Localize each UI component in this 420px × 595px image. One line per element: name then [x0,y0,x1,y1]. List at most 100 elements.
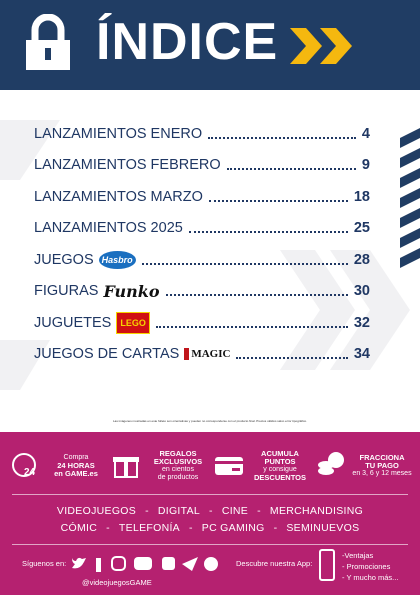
feature-line: en 3, 6 y 12 meses [352,470,412,477]
leader [165,294,348,297]
category-row: CÓMIC - TELEFONÍA - PC GAMING - SEMINUEVOS [0,522,420,534]
page-number: 25 [353,220,370,237]
feature-line: Compra [63,454,89,461]
feature-text: ACUMULA PUNTOS y consigue DESCUENTOS [244,450,316,482]
leader [188,231,348,234]
category: VIDEOJUEGOS [56,505,137,517]
index-row: LANZAMIENTOS FEBRERO 9 [34,150,370,182]
feature-text: FRACCIONA TU PAGO en 3, 6 y 12 meses [346,454,418,478]
leader [208,136,356,139]
title: ÍNDICE [96,13,279,71]
footer: 24 Compra 24 HORAS en GAME.es REGALOS EXCLUSI… [0,432,420,595]
brand-logo: MAGIC [184,348,230,361]
category: MERCHANDISING [269,505,364,517]
entry-label: LANZAMIENTOS FEBRERO [34,157,221,174]
index-row: LANZAMIENTOS MARZO 18 [34,181,370,213]
page-number: 18 [353,188,370,205]
page-number: 34 [353,346,370,363]
separator: - [209,505,213,517]
entry-label: JUEGOS [34,251,94,268]
feature-icon: 24 [10,451,40,481]
feature-text: REGALOS EXCLUSIVOS en cientos de productos [142,450,214,482]
category: CÓMIC [60,522,98,534]
chevrons [290,28,352,64]
leader [155,325,348,328]
icon [113,457,139,478]
leader [208,199,348,202]
disclaimer: Las imágenes mostradas en este folleto s… [113,419,307,423]
leader [141,262,348,265]
app-label: Descubre nuestra App: [236,559,313,568]
category: PC GAMING [201,522,265,534]
icon [318,452,344,475]
background-decoration [0,120,420,390]
divider [12,544,408,545]
index-list: LANZAMIENTOS ENERO 4 LANZAMIENTOS FEBRERO 9… [34,118,370,370]
brand-logo: Funko [103,281,160,301]
feature-line: EXCLUSIVOS [153,457,203,466]
feature-line: TU PAGO [365,461,399,470]
index-row: FIGURAS Funko 30 [34,276,370,308]
feature-icon [214,451,244,481]
app-item: - Y mucho más... [342,573,399,582]
feature-text: Compra 24 HORAS en GAME.es [40,454,112,478]
lock-icon [26,14,70,70]
category: TELEFONÍA [118,522,180,534]
feature-line: ACUMULA [261,449,299,458]
feature: FRACCIONA TU PAGO en 3, 6 y 12 meses [316,444,418,488]
feature-line: 24 HORAS [57,461,95,470]
entry-label: JUGUETES [34,314,112,331]
separator: - [188,522,193,534]
separator: - [106,522,110,534]
page-number: 30 [353,283,370,300]
index-row: JUEGOS DE CARTAS MAGIC 34 [34,339,370,371]
entry-label: LANZAMIENTOS 2025 [34,220,183,237]
leader [226,168,356,171]
separator: - [145,505,149,517]
divider [12,494,408,495]
entry-label: JUEGOS DE CARTAS [34,346,180,363]
separator: - [273,522,278,534]
social-handle: @videojuegosGAME [82,578,152,587]
feature-icon [316,451,346,481]
entry-label: FIGURAS [34,283,99,300]
index-row: LANZAMIENTOS ENERO 4 [34,118,370,150]
feature-icon [112,451,142,481]
app-item: -Ventajas [342,551,374,560]
phone-icon [319,549,335,581]
index-row: JUGUETES LEGO 32 [34,307,370,339]
feature-line: en GAME.es [54,469,98,478]
category: DIGITAL [157,505,201,517]
icon-text: 24 [24,467,36,478]
brand-logo: LEGO [116,311,150,334]
leader [236,357,348,360]
category: CINE [221,505,249,517]
feature-line: REGALOS [159,449,197,458]
feature-line: de productos [157,474,199,481]
feature: 24 Compra 24 HORAS en GAME.es [10,444,112,488]
feature-line: y consigue [263,466,297,473]
app-items: -Ventajas - Promociones - Y mucho más... [342,550,398,583]
index-row: JUEGOS Hasbro 28 [34,244,370,276]
app-item: - Promociones [342,562,391,571]
entry-label: LANZAMIENTOS MARZO [34,188,203,205]
category-row: VIDEOJUEGOS - DIGITAL - CINE - MERCHANDISING [0,505,420,517]
social-icons [72,556,218,572]
feature: REGALOS EXCLUSIVOS en cientos de productos [112,444,214,488]
page-number: 32 [353,314,370,331]
page-number: 28 [353,251,370,268]
index-row: LANZAMIENTOS 2025 25 [34,213,370,245]
feature: ACUMULA PUNTOS y consigue DESCUENTOS [214,444,316,488]
feature-line: DESCUENTOS [254,473,306,482]
category: SEMINUEVOS [286,522,360,534]
icon [12,453,36,477]
feature-line: FRACCIONA [359,453,405,462]
social-label: Síguenos en: [22,559,67,568]
icon [215,457,243,475]
feature-line: en cientos [162,466,194,473]
separator: - [257,505,261,517]
feature-line: PUNTOS [264,457,296,466]
header: ÍNDICE [0,0,420,90]
page-number: 4 [361,125,370,142]
